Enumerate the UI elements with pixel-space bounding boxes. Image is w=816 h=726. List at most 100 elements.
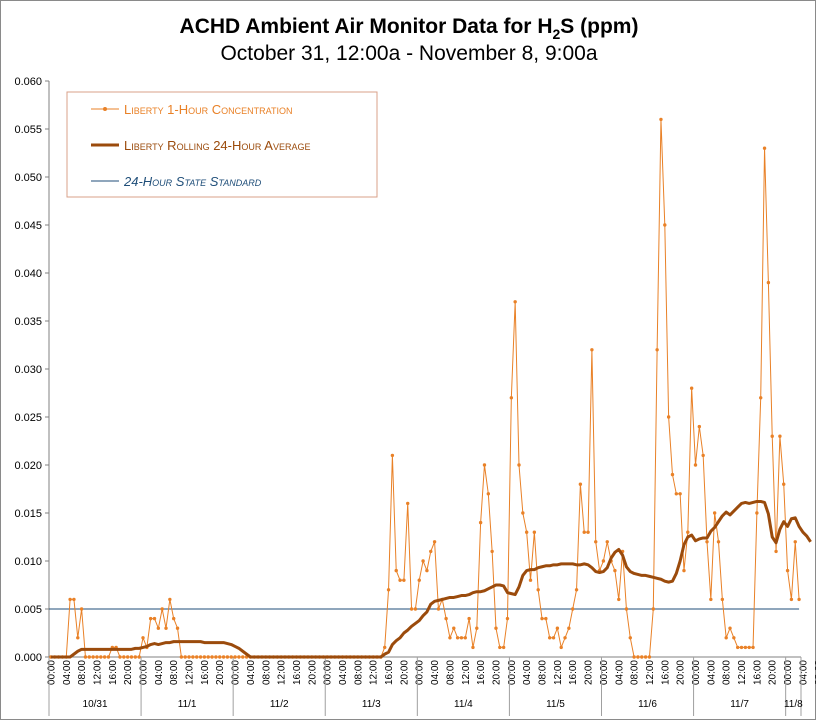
hourly-point	[498, 645, 502, 650]
hourly-point	[417, 578, 421, 582]
x-tick-label: 00:00	[415, 660, 426, 685]
hourly-point	[467, 616, 471, 621]
hourly-point	[436, 607, 441, 611]
hourly-point	[678, 492, 682, 496]
hourly-point	[79, 607, 84, 611]
hourly-point	[739, 645, 744, 650]
x-tick-label: 08:00	[445, 660, 456, 685]
hourly-point	[532, 530, 537, 534]
y-axis: 0.000 0.005 0.010 0.015 0.020 0.025 0.030 0.035…	[14, 76, 50, 664]
x-tick-label: 00:00	[599, 660, 610, 685]
hourly-point	[720, 597, 725, 602]
hourly-point	[536, 588, 540, 592]
rolling-average-line	[50, 499, 812, 659]
hourly-point	[501, 645, 506, 650]
x-tick-label: 12:00	[277, 660, 288, 685]
hourly-point	[571, 607, 575, 611]
hourly-point	[559, 645, 563, 650]
hourly-point	[409, 607, 414, 611]
hourly-point	[432, 540, 437, 544]
hourly-point	[455, 636, 460, 640]
hourly-point	[774, 549, 778, 554]
hourly-point	[76, 636, 80, 640]
x-tick-label: 08:00	[353, 660, 364, 685]
x-tick-label: 04:00	[338, 660, 349, 685]
x-tick-label: 20:00	[584, 660, 595, 685]
x-tick-label: 00:00	[783, 660, 794, 685]
y-tick-label: 0.030	[14, 364, 42, 376]
hourly-point	[475, 626, 479, 630]
hourly-point	[118, 655, 122, 659]
hourly-point	[747, 645, 751, 650]
hourly-point	[102, 655, 107, 659]
hourly-point	[689, 386, 694, 390]
hourly-point	[183, 655, 187, 659]
x-tick-label: 20:00	[399, 660, 410, 685]
hourly-point	[697, 424, 702, 429]
hourly-point	[586, 530, 590, 534]
hourly-point	[452, 626, 456, 630]
hourly-point	[91, 655, 95, 659]
hourly-point	[728, 626, 732, 630]
hourly-point	[99, 655, 103, 659]
hourly-point	[448, 636, 452, 640]
hourly-point	[651, 607, 655, 611]
hourly-point	[168, 597, 172, 602]
y-tick-label: 0.015	[14, 508, 42, 520]
hourly-point	[632, 655, 636, 659]
hourly-point	[613, 568, 617, 573]
hourly-point	[686, 530, 690, 534]
hourly-point	[551, 636, 556, 640]
day-label: 11/6	[638, 699, 657, 710]
hourly-point	[383, 645, 387, 650]
hourly-point	[122, 655, 126, 659]
series-group	[49, 117, 812, 659]
hourly-point	[490, 549, 494, 554]
x-tick-label: 00:00	[323, 660, 334, 685]
hourly-point	[463, 636, 467, 640]
hourly-point	[732, 636, 736, 640]
hourly-point	[762, 146, 767, 150]
hourly-point	[390, 453, 395, 458]
hourly-point	[640, 655, 644, 659]
hourly-point	[582, 530, 586, 534]
hourly-point	[214, 655, 218, 659]
hourly-point	[406, 501, 410, 506]
y-tick-label: 0.020	[14, 460, 42, 472]
hourly-point	[68, 597, 72, 602]
hourly-point	[636, 655, 640, 659]
hourly-point	[544, 616, 548, 621]
hourly-point	[624, 607, 629, 611]
legend: Liberty 1-Hour Concentration Liberty Rol…	[66, 91, 378, 198]
y-tick-label: 0.010	[14, 556, 42, 568]
hourly-point	[198, 655, 203, 659]
x-tick-label: 16:00	[568, 660, 579, 685]
hourly-point	[482, 463, 487, 467]
hourly-point	[225, 655, 230, 659]
x-tick-label: 04:00	[522, 660, 533, 685]
hourly-point	[233, 655, 237, 659]
legend-hourly-marker	[103, 107, 107, 111]
hourly-point	[555, 626, 560, 630]
x-tick-label: 12:00	[369, 660, 380, 685]
day-label: 11/4	[454, 699, 473, 710]
hourly-point	[72, 597, 76, 602]
hourly-point	[578, 482, 583, 486]
hourly-point	[187, 655, 191, 659]
hourly-point	[202, 655, 207, 659]
hourly-point	[605, 540, 609, 544]
hourly-point	[160, 607, 164, 611]
x-tick-label: 04:00	[798, 660, 809, 685]
x-tick-label: 08:00	[538, 660, 549, 685]
x-tick-label: 20:00	[676, 660, 687, 685]
hourly-point	[574, 588, 579, 592]
day-label: 11/5	[546, 699, 565, 710]
y-tick-label: 0.055	[14, 124, 42, 136]
hourly-point	[693, 463, 698, 467]
hourly-point	[594, 540, 598, 544]
x-tick-label: 04:00	[246, 660, 257, 685]
hourly-point	[141, 636, 145, 640]
x-tick-label: 16:00	[384, 660, 395, 685]
